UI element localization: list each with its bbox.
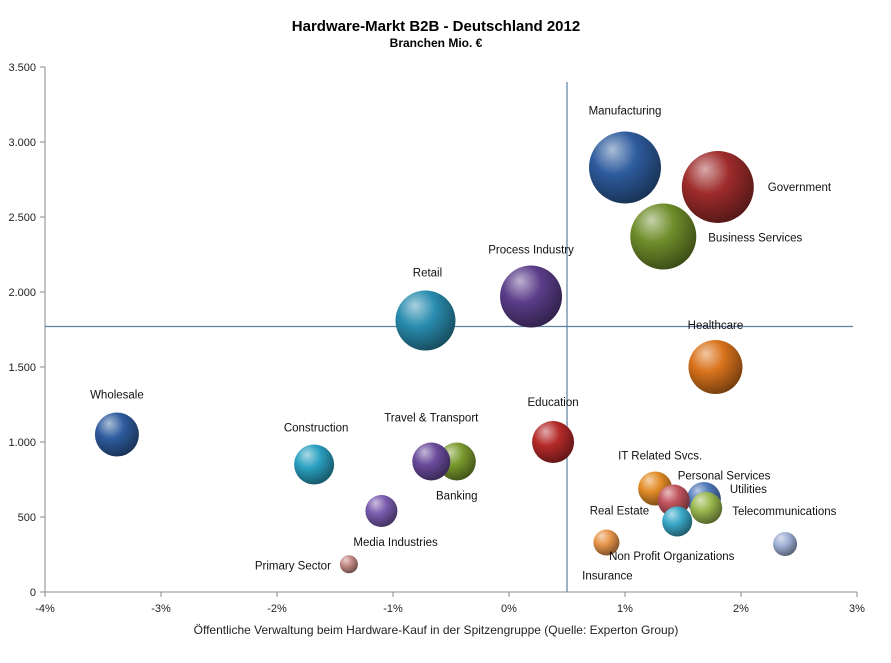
- x-tick-label: 1%: [617, 603, 633, 615]
- bubble-label-construction: Construction: [284, 423, 349, 435]
- bubble-non-profit-organizations: [773, 532, 798, 556]
- bubble-primary-sector: [339, 555, 358, 574]
- bubble-travel-transport: [412, 442, 451, 481]
- bubble-media-industries: [365, 495, 398, 527]
- bubble-government: [681, 151, 754, 223]
- y-tick-label: 2.000: [8, 287, 36, 299]
- bubble-insurance: [593, 529, 620, 556]
- bubble-label-travel-transport: Travel & Transport: [384, 413, 479, 425]
- y-tick-label: 500: [18, 512, 36, 524]
- x-tick-label: -3%: [151, 603, 171, 615]
- y-tick-label: 2.500: [8, 212, 36, 224]
- bubble-label-education: Education: [528, 397, 579, 409]
- bubble-label-government: Government: [768, 182, 832, 194]
- y-tick-label: 1.500: [8, 362, 36, 374]
- bubble-manufacturing: [589, 131, 661, 204]
- bubble-label-healthcare: Healthcare: [688, 320, 744, 332]
- bubble-label-wholesale: Wholesale: [90, 390, 144, 402]
- x-tick-label: 3%: [849, 603, 865, 615]
- bubble-wholesale: [94, 412, 139, 457]
- bubble-label-non-profit-organizations: Non Profit Organizations: [609, 551, 735, 563]
- chart-subtitle: Branchen Mio. €: [390, 36, 483, 50]
- axes: 0 500 1.000 1.500 2.000 2.500 3.000 3.500 -4% -3%…: [8, 62, 865, 615]
- bubble-label-media-industries: Media Industries: [353, 537, 438, 549]
- bubble-label-manufacturing: Manufacturing: [589, 106, 662, 118]
- x-tick-label: -4%: [35, 603, 55, 615]
- bubble-label-process-industry: Process Industry: [488, 245, 574, 257]
- x-axis-title: Öffentliche Verwaltung beim Hardware-Kau…: [194, 623, 679, 637]
- bubble-retail: [395, 290, 456, 351]
- bubble-label-personal-services: Personal Services: [678, 471, 771, 483]
- bubble-business-services: [630, 203, 697, 270]
- y-tick-label: 1.000: [8, 437, 36, 449]
- bubble-label-business-services: Business Services: [708, 233, 802, 245]
- x-tick-label: 0%: [501, 603, 517, 615]
- bubble-healthcare: [688, 340, 743, 394]
- bubble-label-telecommunications: Telecommunications: [732, 506, 836, 518]
- bubble-label-it-related-svcs: IT Related Svcs.: [618, 451, 702, 463]
- bubble-education: [532, 421, 575, 463]
- bubble-label-primary-sector: Primary Sector: [255, 560, 331, 572]
- y-tick-label: 3.500: [8, 62, 36, 74]
- bubble-label-insurance: Insurance: [582, 571, 633, 583]
- y-tick-label: 0: [30, 587, 36, 599]
- bubble-label-banking: Banking: [436, 491, 478, 503]
- chart-title: Hardware-Markt B2B - Deutschland 2012: [292, 18, 580, 35]
- bubble-telecommunications: [690, 492, 723, 524]
- bubble-labels: Manufacturing Government Business Services…: [90, 106, 837, 583]
- bubble-process-industry: [500, 265, 563, 328]
- x-tick-label: 2%: [733, 603, 749, 615]
- bubble-construction: [294, 444, 335, 485]
- bubble-real-estate: [662, 506, 693, 537]
- bubble-label-retail: Retail: [413, 268, 442, 280]
- x-tick-label: -2%: [267, 603, 287, 615]
- bubble-label-real-estate: Real Estate: [590, 506, 649, 518]
- bubbles: [94, 131, 798, 574]
- y-tick-label: 3.000: [8, 137, 36, 149]
- x-tick-label: -1%: [383, 603, 403, 615]
- bubble-label-utilities: Utilities: [730, 484, 767, 496]
